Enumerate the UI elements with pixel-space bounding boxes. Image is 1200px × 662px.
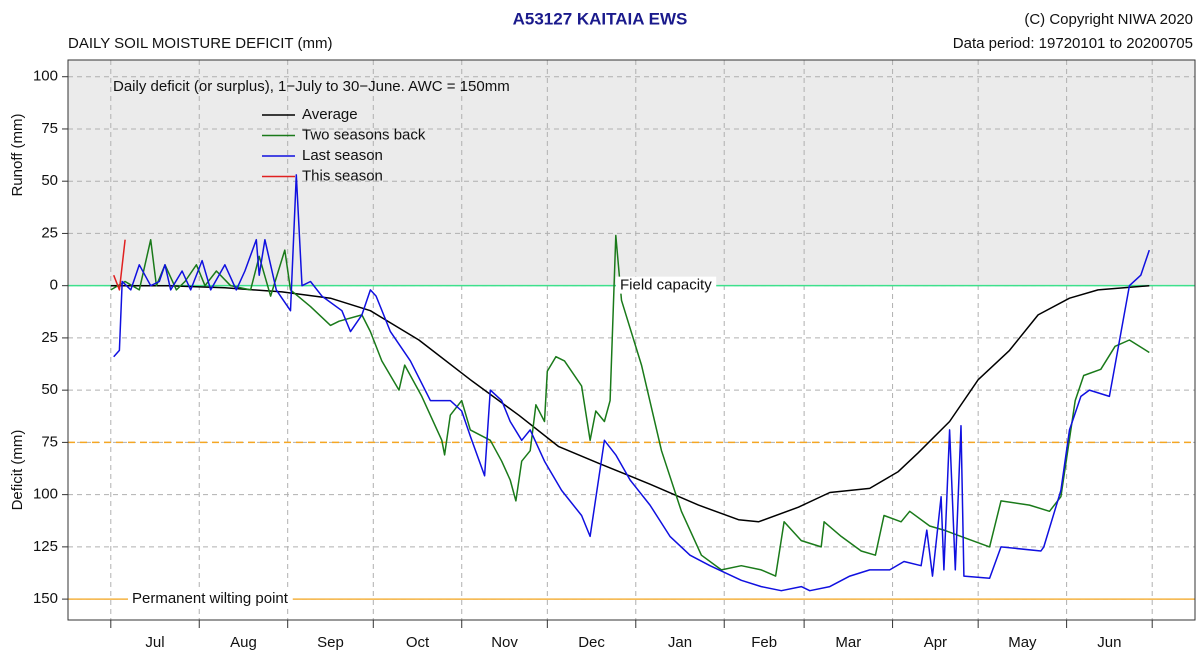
x-tick-label: May [1008,634,1037,651]
x-tick-label: Apr [924,634,947,651]
series-line [113,239,126,291]
y-tick-label: 25 [41,224,58,241]
y-axis-label-top: Runoff (mm) [9,113,26,196]
x-tick-label: Aug [230,634,257,651]
reference-label: Permanent wilting point [132,590,289,607]
series-line [113,174,1151,592]
y-tick-label: 75 [41,120,58,137]
series-line [110,284,1150,523]
y-tick-label: 50 [41,172,58,189]
x-tick-label: Jul [145,634,164,651]
x-tick-label: Sep [317,634,344,651]
note: Daily deficit (or surplus), 1−July to 30… [113,78,510,95]
legend-label: This season [302,167,383,184]
y-tick-label: 150 [33,590,58,607]
x-tick-label: Nov [491,634,518,651]
chart-subtitle: DAILY SOIL MOISTURE DEFICIT (mm) [68,35,332,52]
x-tick-label: Feb [751,634,777,651]
y-tick-label: 100 [33,68,58,85]
plot-background [68,60,1195,620]
data-period: Data period: 19720101 to 20200705 [953,35,1193,52]
y-tick-label: 0 [50,277,58,294]
y-tick-label: 125 [33,538,58,555]
x-tick-label: Oct [406,634,430,651]
x-tick-label: Mar [835,634,861,651]
y-tick-label: 50 [41,381,58,398]
plot-layer [68,60,1195,620]
x-tick-label: Dec [578,634,605,651]
reference-label-bg [616,276,717,294]
y-tick-label: 100 [33,486,58,503]
chart-title: A53127 KAITAIA EWS [513,9,688,28]
x-tick-label: Jun [1097,634,1121,651]
copyright: (C) Copyright NIWA 2020 [1024,11,1193,28]
plot-frame [67,59,1196,621]
runoff-region [68,60,1195,286]
y-tick-label: 25 [41,329,58,346]
x-tick-label: Jan [668,634,692,651]
legend-label: Last season [302,147,383,164]
y-axis-label-bottom: Deficit (mm) [9,430,26,511]
series-line [110,234,1150,577]
y-tick-label: 75 [41,433,58,450]
reference-label: Field capacity [620,277,712,294]
legend-label: Two seasons back [302,126,426,143]
legend-label: Average [302,106,358,123]
reference-label-bg [128,590,293,608]
